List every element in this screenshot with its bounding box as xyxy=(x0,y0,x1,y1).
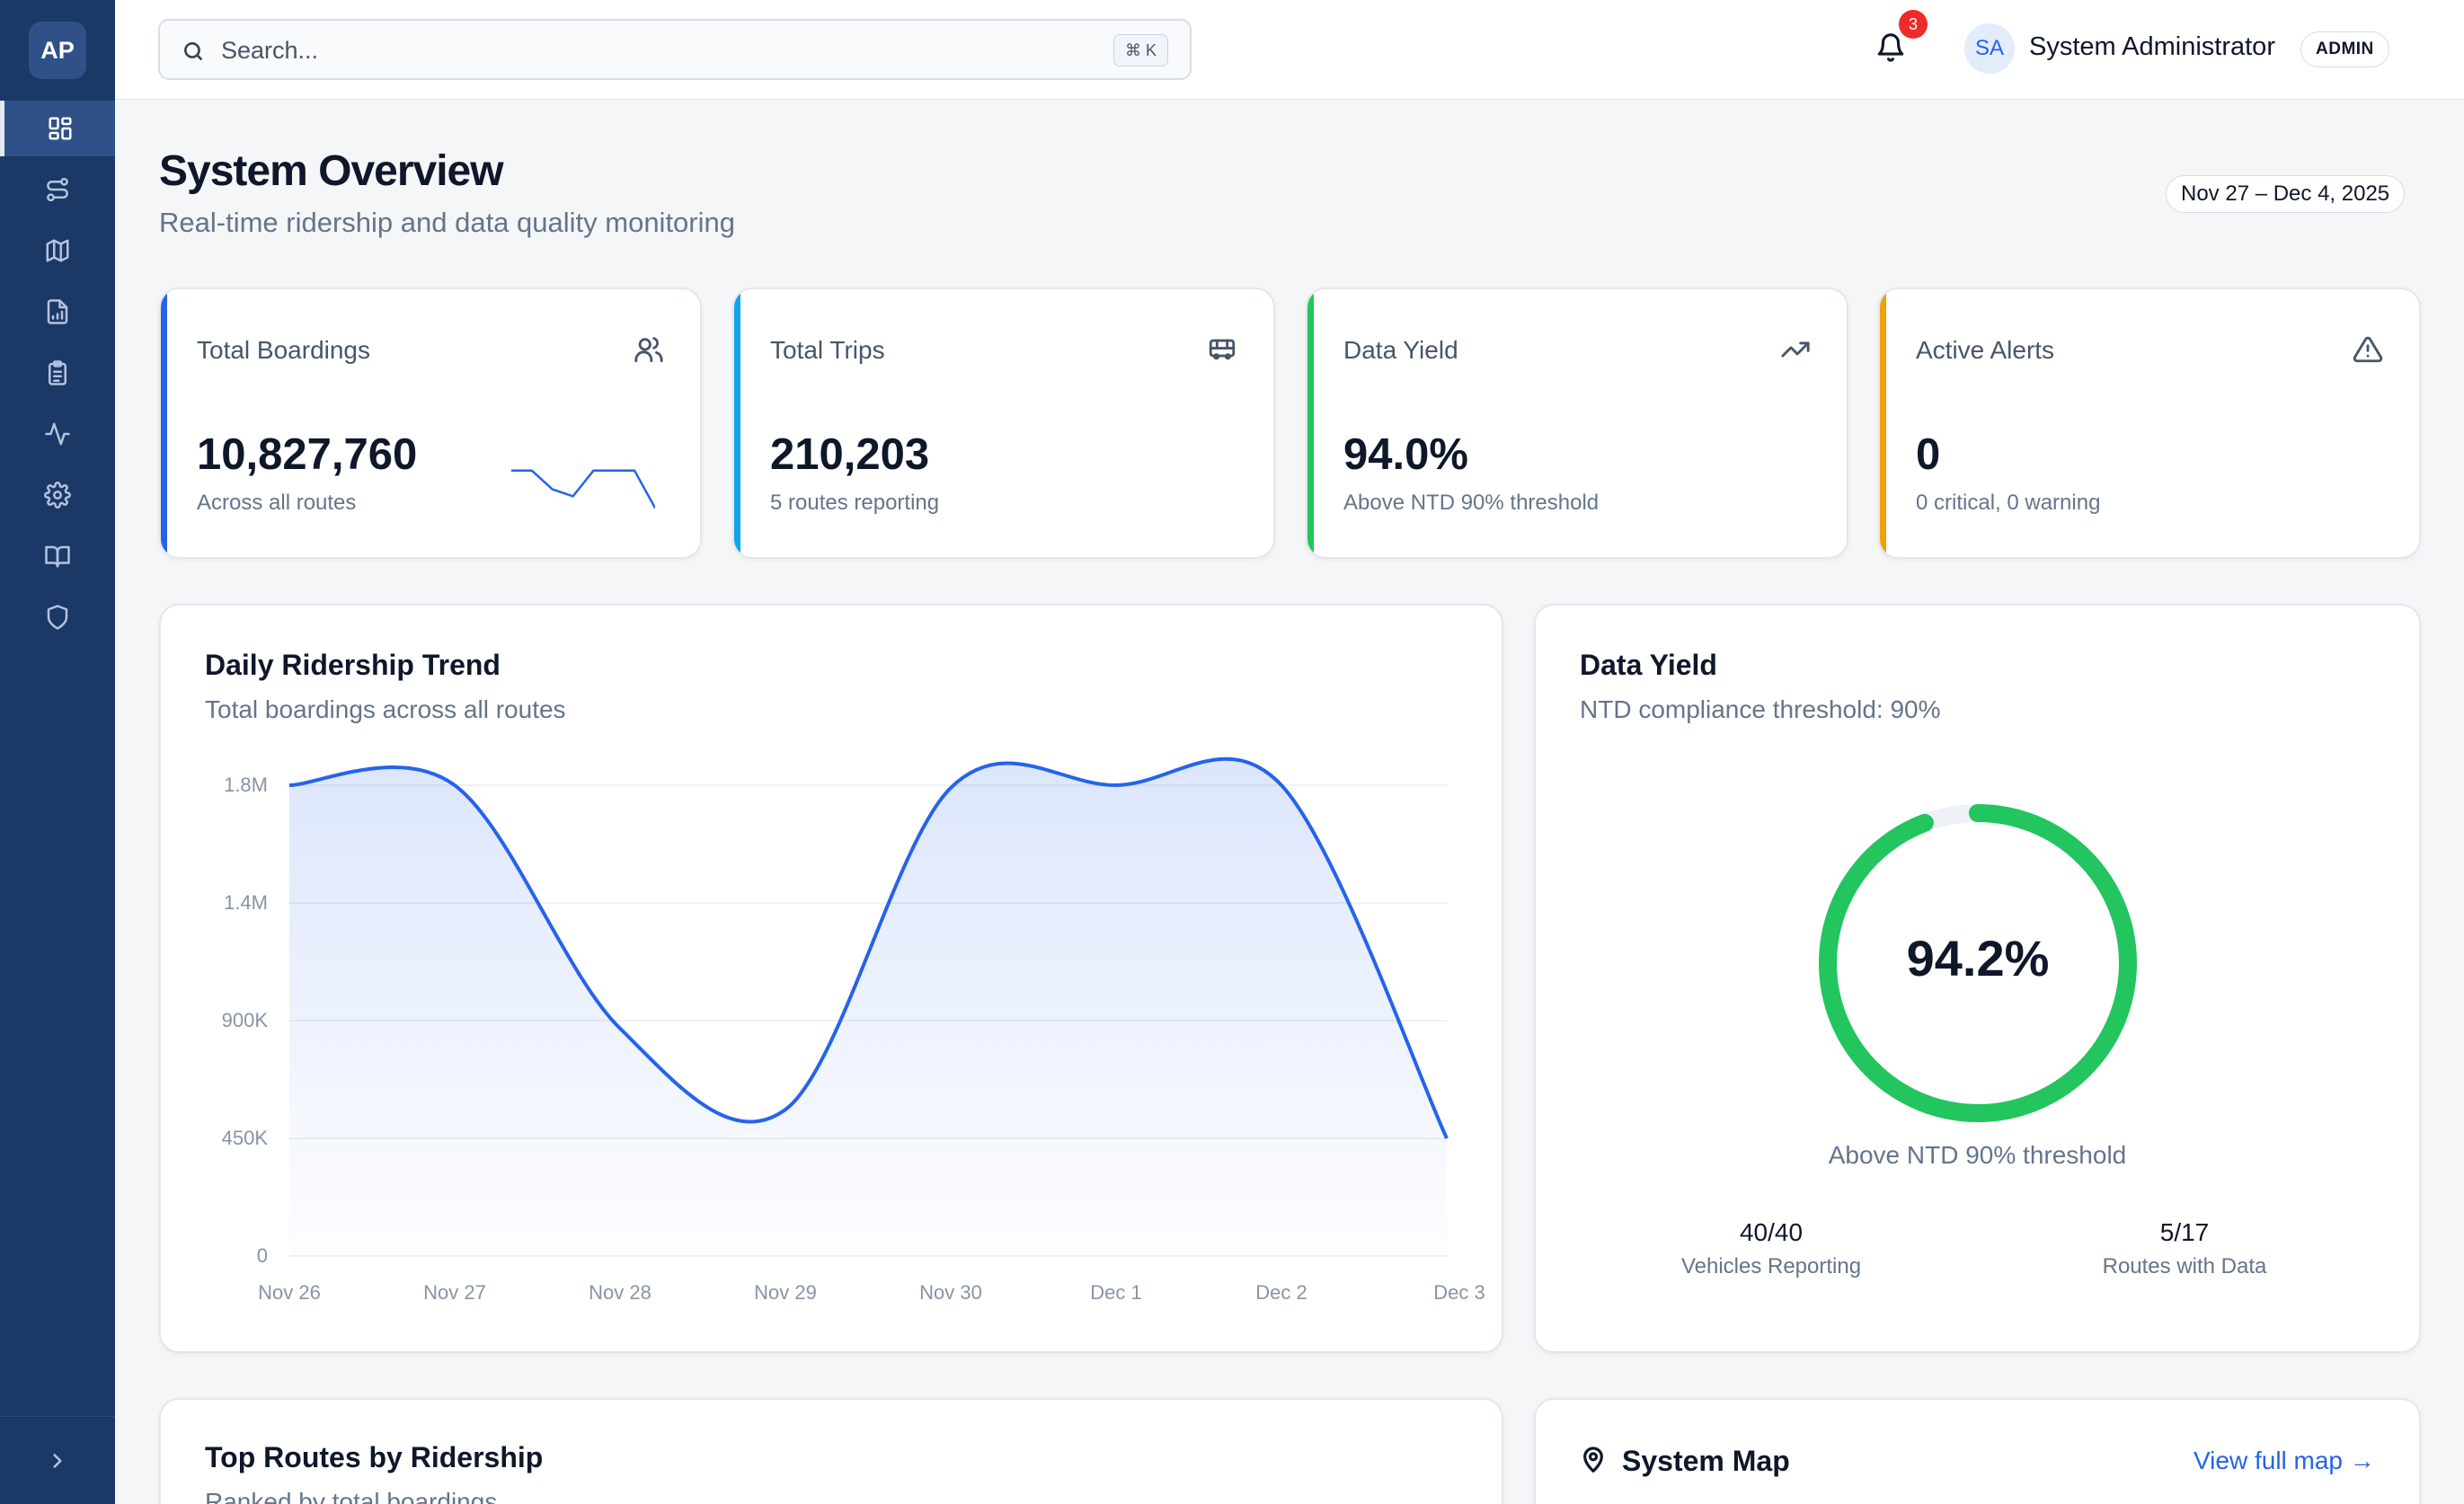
vehicles-reporting-label: Vehicles Reporting xyxy=(1680,1254,1862,1278)
stat-label: Total Trips xyxy=(770,336,885,364)
card-title: Top Routes by Ridership xyxy=(205,1441,544,1473)
stat-label: Active Alerts xyxy=(1916,336,2055,364)
bus-icon xyxy=(1209,339,1236,360)
stat-label: Total Boardings xyxy=(197,336,371,364)
routes-with-data-label: Routes with Data xyxy=(2102,1254,2267,1278)
stat-accent-bar xyxy=(734,289,740,557)
map-pin-icon xyxy=(1583,1446,1603,1473)
sidebar-item-reports[interactable] xyxy=(0,284,115,340)
x-tick-label: Dec 1 xyxy=(1090,1281,1141,1304)
app-logo[interactable]: AP xyxy=(29,22,86,79)
card-subtitle: Total boardings across all routes xyxy=(205,695,566,723)
x-tick-label: Dec 3 xyxy=(1433,1281,1485,1304)
users-icon xyxy=(634,337,663,363)
chevron-right-icon xyxy=(53,1453,62,1468)
report-icon xyxy=(47,299,68,324)
x-tick-label: Nov 30 xyxy=(919,1281,982,1304)
y-tick-label: 0 xyxy=(257,1244,268,1267)
card-title: Data Yield xyxy=(1580,649,1717,681)
stat-value: 10,827,760 xyxy=(197,430,418,479)
top-bar: ⌘ K 3 SA System Administrator ADMIN xyxy=(115,0,2464,100)
card-title: System Map xyxy=(1622,1445,1790,1477)
card-subtitle: NTD compliance threshold: 90% xyxy=(1580,695,1941,723)
stat-card-total-trips: Total Trips 210,203 5 routes reporting xyxy=(732,288,1275,559)
vehicles-reporting-value: 40/40 xyxy=(1739,1218,1804,1246)
stat-accent-bar xyxy=(161,289,167,557)
yield-gauge xyxy=(1819,804,2137,1122)
clipboard-icon xyxy=(49,360,66,385)
sidebar-item-dashboard[interactable] xyxy=(0,101,115,156)
stat-label: Data Yield xyxy=(1343,336,1458,364)
y-tick-label: 450K xyxy=(222,1127,269,1149)
stat-subtext: Above NTD 90% threshold xyxy=(1343,491,1600,515)
data-yield-card: Data Yield NTD compliance threshold: 90%… xyxy=(1534,604,2421,1353)
bell-icon xyxy=(1877,33,1904,62)
sidebar-expand-button[interactable] xyxy=(0,1416,115,1504)
stat-accent-bar xyxy=(1880,289,1886,557)
search-input[interactable] xyxy=(221,35,1030,66)
notifications-button[interactable]: 3 xyxy=(1861,10,1928,77)
dashboard-icon xyxy=(49,117,71,140)
sidebar-item-security[interactable] xyxy=(0,589,115,645)
user-role-badge: ADMIN xyxy=(2300,31,2389,67)
stat-value: 210,203 xyxy=(770,430,930,479)
x-tick-label: Nov 26 xyxy=(258,1281,321,1304)
stat-card-active-alerts: Active Alerts 0 0 critical, 0 warning xyxy=(1878,288,2421,559)
sidebar-item-docs[interactable] xyxy=(0,528,115,584)
page-subtitle: Real-time ridership and data quality mon… xyxy=(159,207,735,238)
x-tick-label: Dec 2 xyxy=(1255,1281,1307,1304)
user-avatar[interactable]: SA xyxy=(1964,23,2015,74)
routes-with-data-value: 5/17 xyxy=(2159,1218,2210,1246)
x-tick-label: Nov 29 xyxy=(754,1281,817,1304)
y-tick-label: 900K xyxy=(222,1009,269,1031)
system-map-card: System Map View full map → xyxy=(1534,1398,2421,1504)
ridership-area xyxy=(289,758,1447,1256)
x-tick-label: Nov 28 xyxy=(589,1281,651,1304)
routes-icon xyxy=(47,177,68,202)
view-full-map-link[interactable]: View full map → xyxy=(2194,1446,2375,1474)
book-icon xyxy=(45,545,70,568)
search-icon xyxy=(184,42,202,60)
sidebar-item-routes[interactable] xyxy=(0,162,115,217)
sidebar-item-settings[interactable] xyxy=(0,467,115,523)
top-routes-card: Top Routes by Ridership Ranked by total … xyxy=(159,1398,1503,1504)
yield-percentage: 94.2% xyxy=(1906,930,2050,986)
sidebar: AP xyxy=(0,0,115,1504)
sidebar-item-activity[interactable] xyxy=(0,406,115,462)
notification-count-badge: 3 xyxy=(1899,10,1928,39)
ridership-chart-card: Daily Ridership Trend Total boardings ac… xyxy=(159,604,1503,1353)
card-title: Daily Ridership Trend xyxy=(205,649,501,681)
activity-icon xyxy=(45,422,70,446)
settings-icon xyxy=(44,482,71,509)
gauge-value-arc xyxy=(1819,804,2137,1122)
map-icon xyxy=(46,239,69,262)
sidebar-item-tasks[interactable] xyxy=(0,345,115,401)
card-subtitle: Ranked by total boardings xyxy=(205,1488,498,1504)
stat-subtext: Across all routes xyxy=(197,491,357,515)
sparkline-line xyxy=(511,469,655,509)
ridership-line-chart: 0 450K 900K 1.4M 1.8M Nov 26 Nov 27 Nov 28 Nov 2… xyxy=(222,756,1485,1304)
trending-up-icon xyxy=(1781,341,1810,358)
alert-triangle-icon xyxy=(2353,336,2383,363)
boardings-sparkline xyxy=(511,469,655,509)
stat-accent-bar xyxy=(1307,289,1314,557)
stat-subtext: 0 critical, 0 warning xyxy=(1916,491,2101,515)
shield-icon xyxy=(47,605,68,630)
sidebar-item-map[interactable] xyxy=(0,223,115,279)
x-tick-label: Nov 27 xyxy=(423,1281,486,1304)
stat-subtext: 5 routes reporting xyxy=(770,491,940,515)
user-name[interactable]: System Administrator xyxy=(2029,32,2275,61)
ridership-line xyxy=(288,756,1449,1139)
stat-card-data-yield: Data Yield 94.0% Above NTD 90% threshold xyxy=(1306,288,1848,559)
date-range-picker[interactable]: Nov 27 – Dec 4, 2025 xyxy=(2166,175,2406,213)
stat-card-total-boardings: Total Boardings 10,827,760 Across all ro… xyxy=(159,288,702,559)
stat-value: 0 xyxy=(1916,430,1941,479)
y-tick-label: 1.4M xyxy=(224,891,268,914)
search-box[interactable]: ⌘ K xyxy=(158,19,1192,80)
y-tick-label: 1.8M xyxy=(224,774,268,796)
yield-threshold-note: Above NTD 90% threshold xyxy=(1828,1141,2127,1169)
page-title: System Overview xyxy=(159,147,504,195)
stat-value: 94.0% xyxy=(1343,430,1468,479)
search-shortcut-hint: ⌘ K xyxy=(1112,34,1168,66)
